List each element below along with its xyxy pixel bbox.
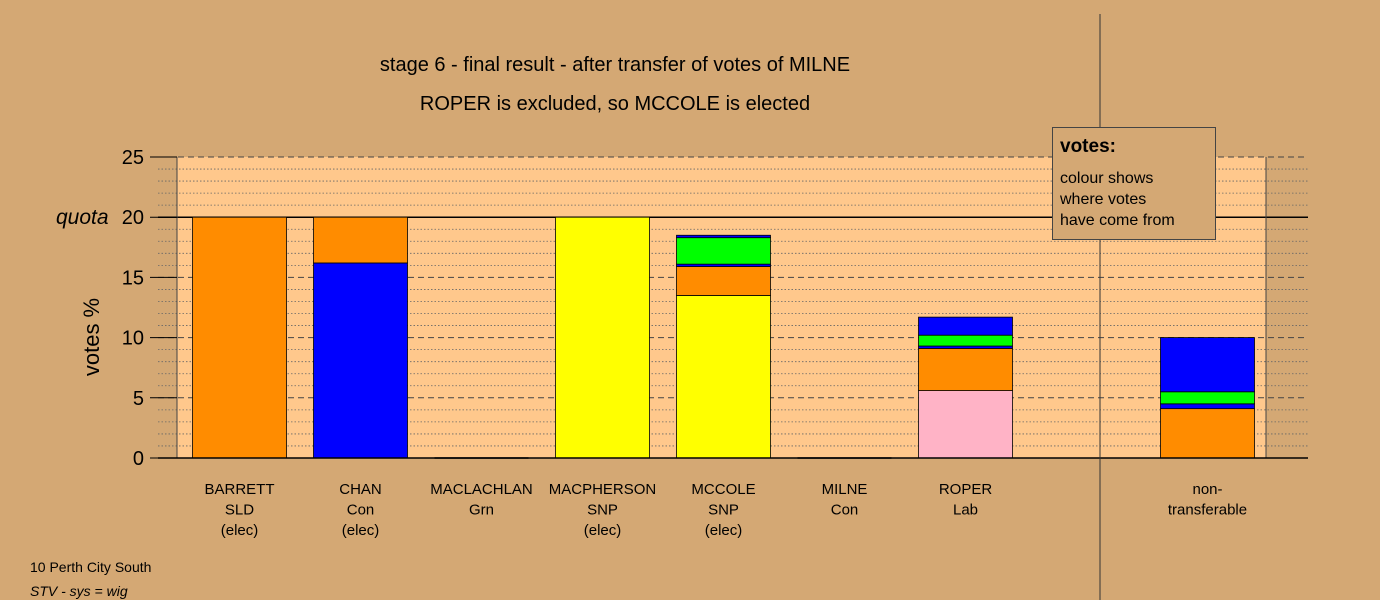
category-label: MACPHERSON bbox=[549, 481, 657, 498]
bar-segment bbox=[676, 234, 771, 239]
bar-segment bbox=[918, 334, 1013, 347]
chart-subtitle: ROPER is excluded, so MCCOLE is elected bbox=[419, 93, 811, 115]
category-label: Grn bbox=[469, 502, 494, 519]
category-label: Con bbox=[347, 502, 375, 519]
category-label: CHAN bbox=[339, 481, 382, 498]
bar-segment bbox=[1160, 391, 1255, 405]
y-tick-label: 25 bbox=[122, 147, 144, 169]
bar-segment bbox=[313, 216, 408, 264]
category-label: ROPER bbox=[939, 481, 993, 498]
bar-segment bbox=[1160, 403, 1255, 410]
bar-segment bbox=[918, 316, 1013, 336]
quota-label: quota bbox=[56, 206, 109, 229]
category-label: (elec) bbox=[221, 522, 259, 539]
bar-segment bbox=[676, 237, 771, 265]
bar-segment bbox=[1160, 337, 1255, 393]
system-label: STV - sys = wig bbox=[30, 583, 128, 599]
bar-segment bbox=[1160, 408, 1255, 459]
category-label: Lab bbox=[953, 502, 978, 519]
y-tick-label: 5 bbox=[133, 388, 144, 410]
chart-title: stage 6 - final result - after transfer … bbox=[379, 54, 851, 76]
y-tick-label: 20 bbox=[122, 207, 144, 229]
category-label: BARRETT bbox=[204, 481, 274, 498]
legend-box: votes: colour shows where votes have com… bbox=[1052, 127, 1216, 240]
category-label: (elec) bbox=[705, 522, 743, 539]
bar-segment bbox=[676, 266, 771, 296]
category-label: SLD bbox=[225, 502, 254, 519]
category-label: (elec) bbox=[584, 522, 622, 539]
category-label: MACLACHLAN bbox=[430, 481, 533, 498]
bar-segment bbox=[192, 216, 287, 459]
category-label: non- bbox=[1192, 481, 1222, 498]
legend-heading: votes: bbox=[1060, 136, 1116, 157]
category-label: MILNE bbox=[822, 481, 868, 498]
constituency-label: 10 Perth City South bbox=[30, 559, 152, 575]
bar-segment bbox=[555, 216, 650, 459]
category-label: transferable bbox=[1168, 502, 1247, 519]
category-label: MCCOLE bbox=[691, 481, 755, 498]
y-tick-label: 15 bbox=[122, 267, 144, 289]
bar-segment bbox=[918, 348, 1013, 391]
category-label: Con bbox=[831, 502, 859, 519]
bar-segment bbox=[918, 390, 1013, 459]
legend-body: colour shows where votes have come from bbox=[1060, 170, 1175, 229]
bar-segment bbox=[676, 295, 771, 459]
y-tick-label: 0 bbox=[133, 448, 144, 470]
category-label: SNP bbox=[708, 502, 739, 519]
bar-segment bbox=[313, 262, 408, 459]
category-label: (elec) bbox=[342, 522, 380, 539]
y-axis-label: votes % bbox=[79, 297, 104, 377]
category-label: SNP bbox=[587, 502, 618, 519]
y-tick-label: 10 bbox=[122, 328, 144, 350]
